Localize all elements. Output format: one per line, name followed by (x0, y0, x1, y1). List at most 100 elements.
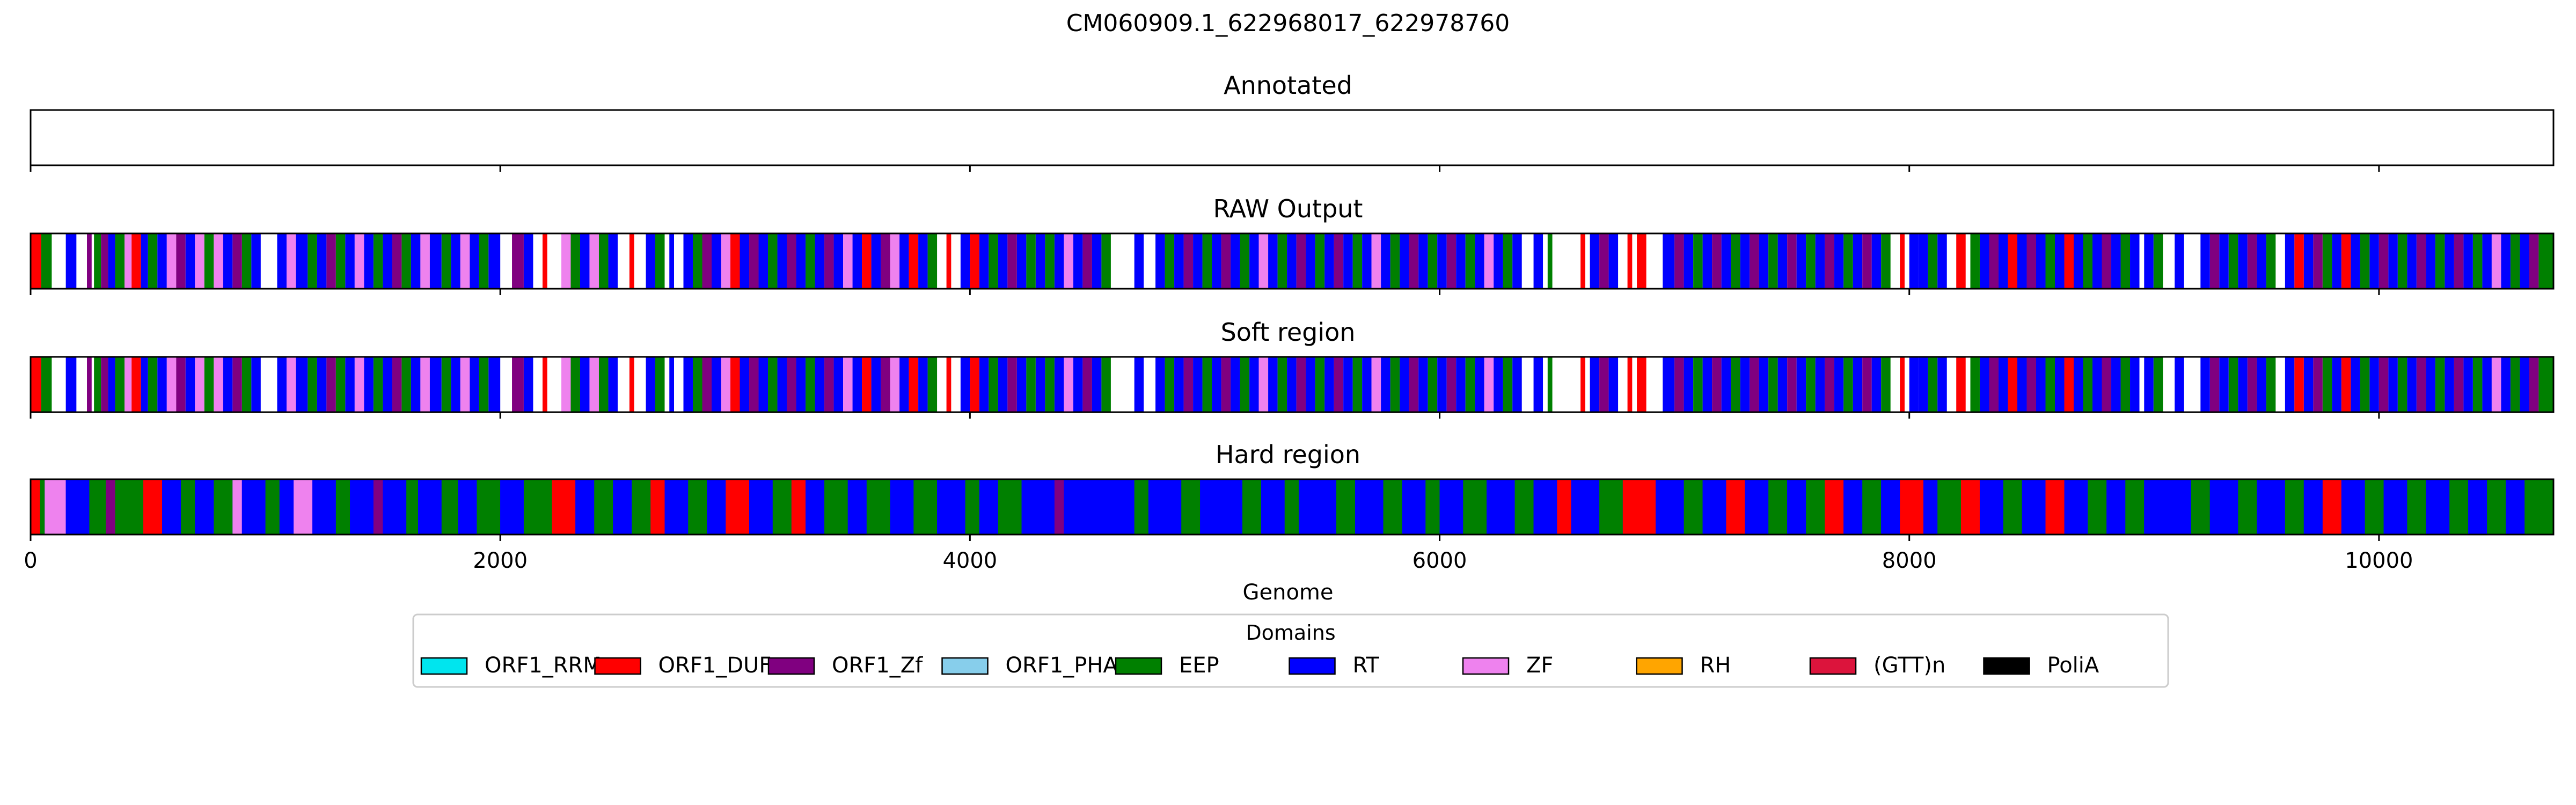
domain-segment-zf (125, 357, 132, 412)
domain-segment-rt (157, 357, 167, 412)
domain-segment-zf (1258, 233, 1269, 289)
domain-segment-rt (2111, 233, 2121, 289)
domain-segment-rt (1571, 479, 1600, 535)
legend-swatch (1636, 657, 1683, 675)
domain-segment-eep (1165, 233, 1175, 289)
domain-segment-eep (373, 357, 383, 412)
domain-segment-rt (1400, 233, 1409, 289)
domain-segment-eep (1202, 357, 1212, 412)
domain-segment-rt (2445, 233, 2454, 289)
domain-segment-rt (2463, 233, 2473, 289)
domain-segment-orf1-duf (143, 479, 163, 535)
domain-segment-eep (1165, 357, 1175, 412)
domain-segment-orf1-duf (862, 233, 872, 289)
domain-segment-zf (2491, 357, 2501, 412)
domain-segment-rt (1721, 357, 1731, 412)
domain-segment-eep (1806, 233, 1816, 289)
domain-segment-eep (2510, 357, 2520, 412)
legend-entry-gtt-n: (GTT)n (1809, 653, 1945, 678)
domain-segment-orf1-zf (1712, 357, 1722, 412)
domain-segment-orf1-zf (1862, 357, 1872, 412)
domain-segment-rt (2092, 233, 2102, 289)
domain-segment-rt (418, 479, 442, 535)
legend-swatch (767, 657, 815, 675)
domain-segment-eep (265, 479, 280, 535)
domain-segment-eep (2397, 233, 2407, 289)
domain-segment-orf1-zf (1787, 357, 1797, 412)
domain-segment-orf1-duf (1900, 357, 1905, 412)
domain-segment-rt (2407, 233, 2417, 289)
domain-segment-rt (1268, 357, 1278, 412)
domain-segment-orf1-zf (702, 233, 712, 289)
domain-segment-eep (148, 357, 158, 412)
domain-segment-rt (1362, 233, 1372, 289)
domain-segment-orf1-zf (176, 233, 186, 289)
domain-segment-eep (1547, 357, 1553, 412)
domain-segment-rt (1381, 357, 1391, 412)
domain-segment-zf (214, 357, 223, 412)
domain-segment-rt (2055, 233, 2065, 289)
domain-segment-rt (1745, 479, 1769, 535)
domain-segment-eep (2120, 357, 2131, 412)
domain-segment-eep (335, 479, 350, 535)
domain-segment-orf1-zf (1054, 479, 1064, 535)
domain-segment-rt (1684, 233, 1694, 289)
domain-segment-orf1-duf (650, 479, 665, 535)
domain-segment-rt (108, 233, 115, 289)
domain-segment-eep (1428, 357, 1438, 412)
domain-segment-rt (2209, 479, 2238, 535)
domain-segment-eep (1383, 479, 1402, 535)
domain-segment-eep (989, 357, 998, 412)
domain-segment-eep (655, 233, 665, 289)
domain-segment-orf1-duf (730, 233, 740, 289)
domain-segment-orf1-zf (1712, 233, 1722, 289)
domain-segment-orf1-zf (326, 357, 336, 412)
domain-segment-rt (70, 357, 77, 412)
domain-segment-zf (460, 233, 470, 289)
domain-segment-eep (1684, 479, 1703, 535)
domain-segment-rt (1759, 357, 1769, 412)
domain-segment-rt (1475, 357, 1484, 412)
domain-segment-eep (204, 233, 214, 289)
domain-segment-rt (664, 479, 689, 535)
domain-segment-orf1-zf (1825, 233, 1834, 289)
domain-segment-rt (223, 357, 233, 412)
domain-segment-eep (1547, 233, 1553, 289)
domain-segment-rt (2130, 233, 2140, 289)
domain-segment-rt (2369, 357, 2379, 412)
domain-segment-zf (45, 479, 66, 535)
domain-segment-orf1-zf (1409, 357, 1419, 412)
domain-segment-rt (2303, 357, 2314, 412)
domain-segment-rt (2388, 233, 2398, 289)
domain-segment-orf1-duf (909, 357, 919, 412)
legend-title: Domains (1246, 621, 1335, 645)
domain-segment-rt (2130, 357, 2140, 412)
domain-segment-orf1-zf (824, 233, 834, 289)
domain-segment-eep (335, 233, 346, 289)
domain-segment-eep (2228, 357, 2238, 412)
domain-segment-rt (1590, 233, 1600, 289)
domain-segment-orf1-duf (2045, 479, 2065, 535)
domain-segment-zf (589, 357, 599, 412)
domain-segment-rt (1193, 357, 1203, 412)
legend-swatch (420, 657, 468, 675)
domain-segment-eep (1599, 479, 1623, 535)
domain-segment-rt (1437, 233, 1447, 289)
domain-segment-zf (1484, 357, 1494, 412)
domain-segment-rt (2482, 233, 2492, 289)
domain-segment-rt (2506, 479, 2525, 535)
domain-segment-rt (2369, 233, 2379, 289)
domain-segment-rt (1919, 233, 1928, 289)
domain-segment-rt (1494, 357, 1503, 412)
domain-segment-rt (1021, 479, 1055, 535)
domain-segment-eep (204, 357, 214, 412)
domain-segment-rt (1702, 357, 1713, 412)
domain-segment-rt (364, 233, 374, 289)
domain-segment-rt (1249, 233, 1259, 289)
domain-segment-eep (965, 479, 979, 535)
domain-segment-rt (979, 479, 998, 535)
domain-segment-eep (2238, 479, 2257, 535)
domain-segment-orf1-duf (726, 479, 750, 535)
x-tick-label: 6000 (1413, 548, 1467, 573)
domain-segment-rt (2022, 479, 2046, 535)
